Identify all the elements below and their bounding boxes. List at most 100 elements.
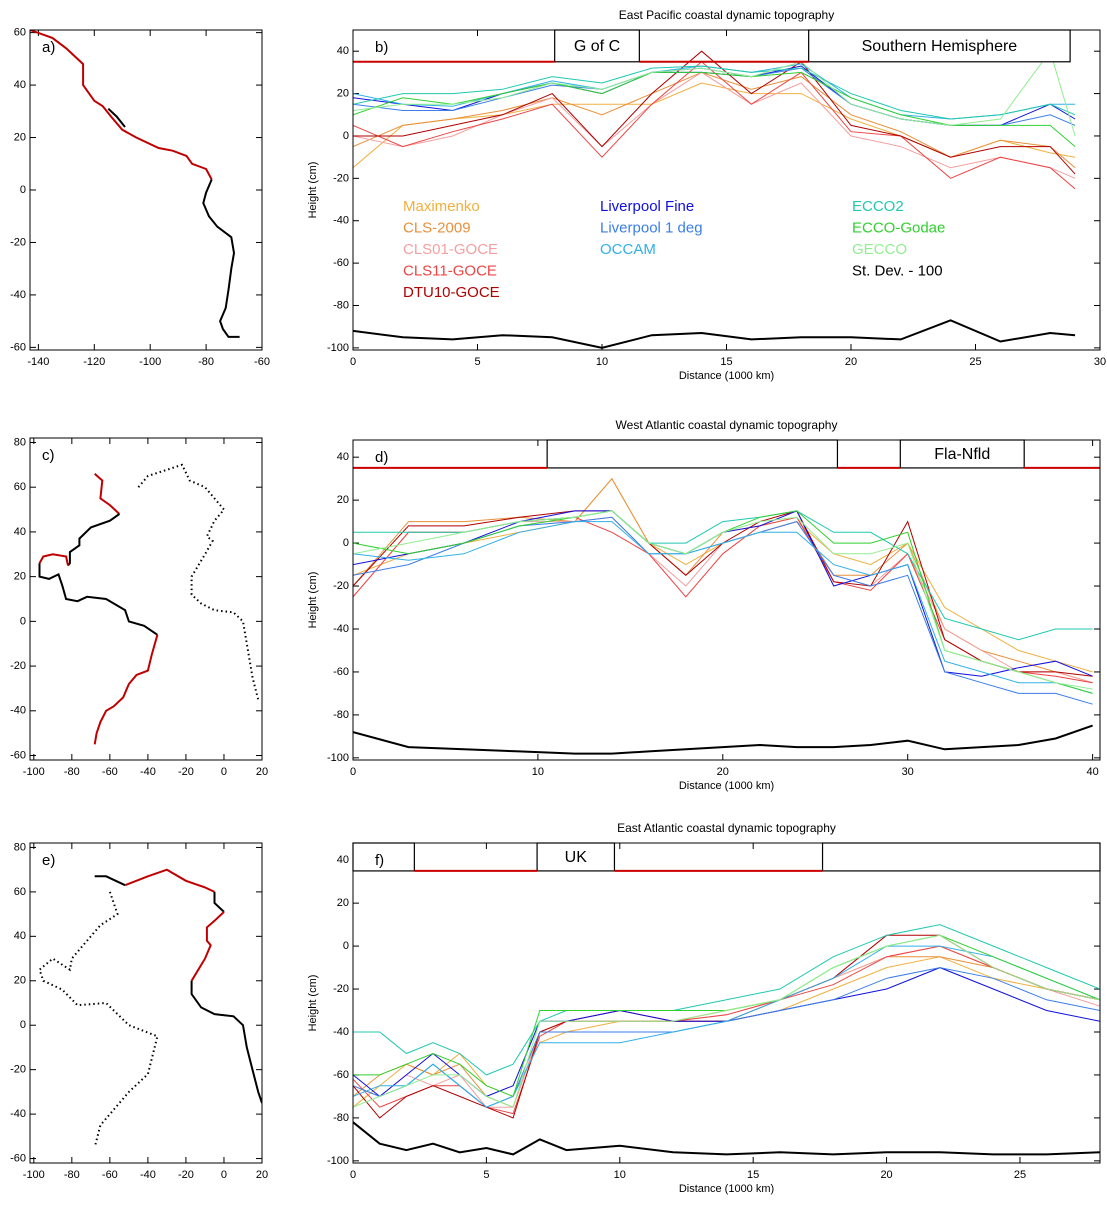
data-line: [94, 473, 121, 515]
panel: -100 -80 -60 -40 -20 0 20 -60 -40 -20 0 20 40 60 80 c): [10, 436, 268, 778]
data-line: [353, 516, 1093, 684]
x-tick-label: -60: [102, 766, 118, 778]
plot-frame: [352, 842, 1101, 1164]
y-tick-label: -20: [333, 983, 349, 995]
y-tick-label: 40: [337, 854, 349, 866]
data-line: [38, 553, 69, 566]
y-tick-label: 20: [337, 897, 349, 909]
data-line: [353, 61, 1076, 190]
y-tick-label: 60: [14, 886, 26, 898]
y-tick-label: 60: [14, 27, 26, 39]
data-line: [353, 1121, 1100, 1156]
data-line: [190, 911, 225, 982]
data-line: [94, 875, 126, 887]
x-tick-label: -40: [140, 766, 156, 778]
plot-frame: [29, 842, 263, 1164]
x-tick-label: 15: [747, 1169, 759, 1181]
data-line: [353, 50, 1076, 175]
y-tick-label: -20: [333, 172, 349, 184]
x-tick-label: 30: [1094, 356, 1106, 368]
x-tick-label: -40: [140, 1169, 156, 1181]
data-line: [353, 510, 1093, 694]
y-tick-label: 40: [14, 930, 26, 942]
y-tick-label: -100: [327, 1155, 349, 1167]
legend-entry: CLS11-GOCE: [403, 262, 497, 279]
data-line: [353, 521, 1093, 694]
x-tick-label: -100: [23, 1169, 45, 1181]
plot-frame: [29, 437, 263, 761]
chart-title: East Atlantic coastal dynamic topography: [617, 821, 836, 835]
data-line: [353, 945, 1100, 1108]
y-tick-label: -60: [10, 341, 26, 353]
y-tick-label: -40: [10, 1108, 26, 1120]
x-tick-label: -140: [27, 356, 49, 368]
panel: -100 -80 -60 -40 -20 0 20 -60 -40 -20 0 20 40 60 80 e): [10, 841, 268, 1181]
y-tick-label: -20: [10, 236, 26, 248]
data-line: [353, 477, 1093, 684]
x-tick-label: -20: [178, 1169, 194, 1181]
panel: 0 5 10 15 20 25 -100 -80 -60 -40 -20 0 20 40 UK f) East …: [307, 821, 1101, 1195]
data-line: [353, 510, 1093, 677]
y-tick-label: 80: [14, 436, 26, 448]
x-tick-label: -120: [83, 356, 105, 368]
panel-label: e): [42, 852, 55, 869]
legend-entry: ECCO2: [852, 198, 904, 215]
legend-entry: OCCAM: [600, 241, 656, 258]
y-tick-label: -40: [333, 215, 349, 227]
data-line: [353, 956, 1100, 1108]
y-axis-label: Height (cm): [307, 975, 319, 1032]
x-tick-label: 5: [483, 1169, 489, 1181]
y-tick-label: -60: [10, 1152, 26, 1164]
x-tick-label: -80: [198, 356, 214, 368]
data-line: [353, 477, 1093, 673]
data-line: [353, 65, 1076, 120]
y-tick-label: 40: [337, 45, 349, 57]
data-line: [353, 934, 1100, 1108]
y-tick-label: 20: [14, 571, 26, 583]
y-axis-label: Height (cm): [307, 162, 319, 219]
x-tick-label: -60: [102, 1169, 118, 1181]
y-tick-label: -80: [333, 1112, 349, 1124]
data-line: [137, 463, 260, 700]
region-label: Southern Hemisphere: [862, 38, 1018, 55]
x-axis-label: Distance (1000 km): [679, 780, 774, 792]
legend-entry: CLS-2009: [403, 219, 471, 236]
x-tick-label: 0: [350, 766, 356, 778]
x-tick-label: -100: [23, 766, 45, 778]
x-tick-label: -60: [254, 356, 270, 368]
region-box: [821, 842, 1101, 872]
y-tick-label: -80: [333, 299, 349, 311]
data-line: [353, 516, 1093, 684]
y-tick-label: -80: [333, 709, 349, 721]
data-line: [38, 563, 158, 636]
y-tick-label: -40: [333, 1026, 349, 1038]
y-tick-label: 40: [14, 526, 26, 538]
data-line: [202, 179, 240, 338]
data-line: [353, 967, 1100, 1098]
data-line: [38, 891, 159, 1148]
x-axis-label: Distance (1000 km): [679, 370, 774, 382]
y-tick-label: -60: [333, 257, 349, 269]
legend-entry: ECCO-Godae: [852, 219, 945, 236]
y-tick-label: 0: [20, 615, 26, 627]
panel: -140 -120 -100 -80 -60 -60 -40 -20 0 20 40 60 a): [10, 27, 270, 368]
x-tick-label: 40: [1086, 766, 1098, 778]
x-tick-label: 25: [969, 356, 981, 368]
data-line: [353, 319, 1076, 349]
x-tick-label: 0: [350, 1169, 356, 1181]
data-line: [353, 65, 1076, 126]
data-line: [353, 71, 1076, 169]
x-tick-label: 10: [614, 1169, 626, 1181]
x-tick-label: -80: [64, 1169, 80, 1181]
y-tick-label: 20: [14, 131, 26, 143]
legend-entry: Liverpool 1 deg: [600, 219, 703, 236]
plot-frame: [352, 29, 1101, 351]
data-line: [353, 71, 1076, 147]
legend-entry: DTU10-GOCE: [403, 284, 500, 301]
region-box: [546, 439, 839, 469]
x-tick-label: 10: [532, 766, 544, 778]
x-tick-label: 30: [902, 766, 914, 778]
panel-label: f): [375, 852, 384, 869]
